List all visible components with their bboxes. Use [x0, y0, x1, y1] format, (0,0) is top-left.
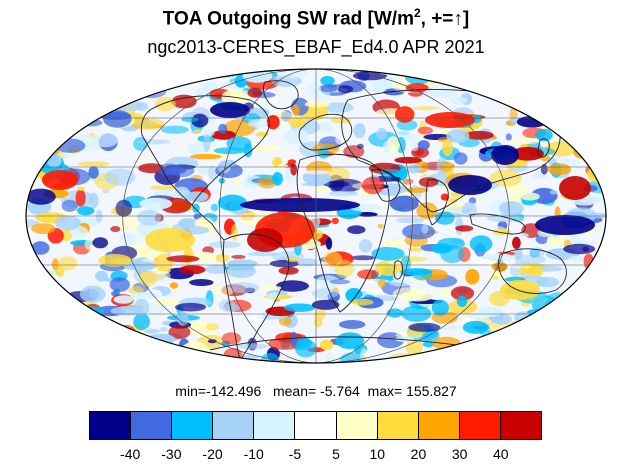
colorbar-tick-label: -40	[120, 446, 141, 462]
map-subtitle: ngc2013-CERES_EBAF_Ed4.0 APR 2021	[147, 37, 485, 57]
colorbar-tick-label: 30	[451, 446, 468, 462]
colorbar-swatch	[172, 412, 214, 439]
min-label: min=	[175, 383, 207, 399]
mean-label: mean=	[272, 383, 317, 399]
map-title: TOA Outgoing SW rad [W/m2, +=↑]	[162, 6, 470, 30]
colorbar-tick-label: 10	[369, 446, 386, 462]
colorbar-tick-label: 40	[493, 446, 509, 462]
colorbar-tick-label: -30	[161, 446, 182, 462]
colorbar-tick-label: -20	[202, 446, 223, 462]
colorbar-swatch	[295, 412, 337, 439]
colorbar-swatch	[459, 412, 501, 439]
colorbar	[89, 411, 542, 440]
colorbar-swatch	[336, 412, 378, 439]
colorbar-tick-label: 5	[332, 446, 340, 462]
globe-outline	[25, 68, 607, 364]
colorbar-swatch	[418, 412, 460, 439]
max-label: max=	[367, 383, 403, 399]
max-value: 155.827	[406, 383, 457, 399]
colorbar-swatch	[90, 412, 132, 439]
colorbar-swatch	[213, 412, 255, 439]
colorbar-swatch	[254, 412, 296, 439]
field-statistics: min=-142.496 mean= -5.764 max= 155.827	[0, 383, 632, 399]
colorbar-swatch	[500, 412, 542, 439]
mean-value: -5.764	[320, 383, 360, 399]
colorbar-tick-label: -5	[288, 446, 302, 462]
anomaly-field	[26, 69, 606, 363]
colorbar-swatch	[131, 412, 173, 439]
colorbar-tick-label: 20	[410, 446, 427, 462]
colorbar-swatch	[377, 412, 419, 439]
colorbar-tick-label: -10	[243, 446, 264, 462]
min-value: -142.496	[206, 383, 262, 399]
